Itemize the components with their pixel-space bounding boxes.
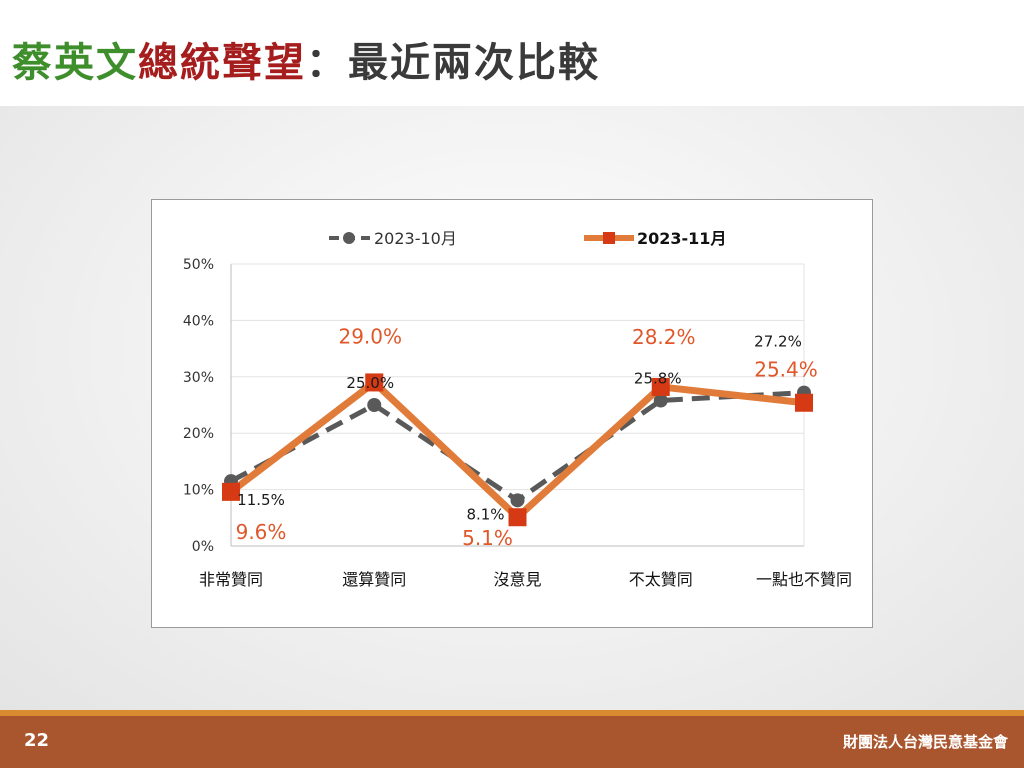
data-point <box>222 482 240 501</box>
data-point <box>795 393 813 412</box>
line-chart: 0%10%20%30%40%50% 非常贊同 還算贊同 沒意見 不太贊同 一點也不贊同 … <box>183 229 852 589</box>
y-tick-labels: 0% 10% 20% 30% 40% 50% <box>183 257 214 555</box>
legend-swatch-marker <box>343 232 355 244</box>
x-category-labels: 非常贊同 還算贊同 沒意見 不太贊同 一點也不贊同 <box>199 570 852 589</box>
data-label: 8.1% <box>466 505 504 523</box>
data-label: 25.8% <box>634 369 682 387</box>
data-point <box>651 377 670 396</box>
x-category-label: 還算贊同 <box>342 570 406 589</box>
data-label: 9.6% <box>236 520 287 544</box>
data-point <box>508 508 527 527</box>
data-point <box>365 373 384 392</box>
y-tick-label: 30% <box>183 370 214 386</box>
legend: 2023-10月 2023-11月 <box>329 229 726 248</box>
x-category-label: 一點也不贊同 <box>756 570 852 589</box>
y-tick-label: 0% <box>192 539 214 555</box>
data-label: 25.4% <box>754 358 818 382</box>
data-label: 25.0% <box>346 374 394 392</box>
data-label: 28.2% <box>632 325 696 349</box>
data-label: 11.5% <box>237 491 285 509</box>
data-label: 29.0% <box>338 324 402 348</box>
data-point <box>510 493 525 508</box>
gridlines <box>230 263 805 547</box>
data-point <box>367 398 382 412</box>
title-subtitle: ：最近兩次比較 <box>306 40 600 86</box>
y-tick-label: 20% <box>183 426 214 442</box>
organization-name: 財團法人台灣民意基金會 <box>842 733 1008 751</box>
data-label: 27.2% <box>754 333 802 351</box>
y-tick-label: 10% <box>183 483 214 499</box>
legend-label: 2023-11月 <box>637 229 726 248</box>
footer-bar: 22 財團法人台灣民意基金會 <box>0 716 1024 768</box>
x-category-label: 不太贊同 <box>629 570 693 589</box>
page-number: 22 <box>24 730 50 751</box>
data-labels: 11.5% 25.0% 8.1% 25.8% 27.2% 9.6% 29.0% 5.1% 28.… <box>236 324 818 550</box>
y-tick-label: 50% <box>183 257 214 273</box>
footer-accent-line <box>0 710 1024 716</box>
title-bar: 蔡英文總統聲望：最近兩次比較 <box>0 0 1024 106</box>
x-category-label: 沒意見 <box>493 570 541 589</box>
x-category-label: 非常贊同 <box>199 570 263 589</box>
y-tick-label: 40% <box>183 313 214 329</box>
slide-title: 蔡英文總統聲望：最近兩次比較 <box>12 30 600 88</box>
title-topic: 總統聲望 <box>138 40 306 86</box>
legend-label: 2023-10月 <box>374 229 457 248</box>
data-label: 5.1% <box>462 526 513 550</box>
series-line <box>229 390 805 503</box>
chart-container: 0% 10% 20% 30% 40% 50% 非常贊同 還算贊同 沒意見 不太贊同 一點也不贊同 … <box>151 199 873 628</box>
legend-swatch-marker <box>603 232 615 244</box>
series-layer <box>222 373 813 527</box>
title-name: 蔡英文 <box>12 40 138 86</box>
data-point <box>653 393 668 408</box>
